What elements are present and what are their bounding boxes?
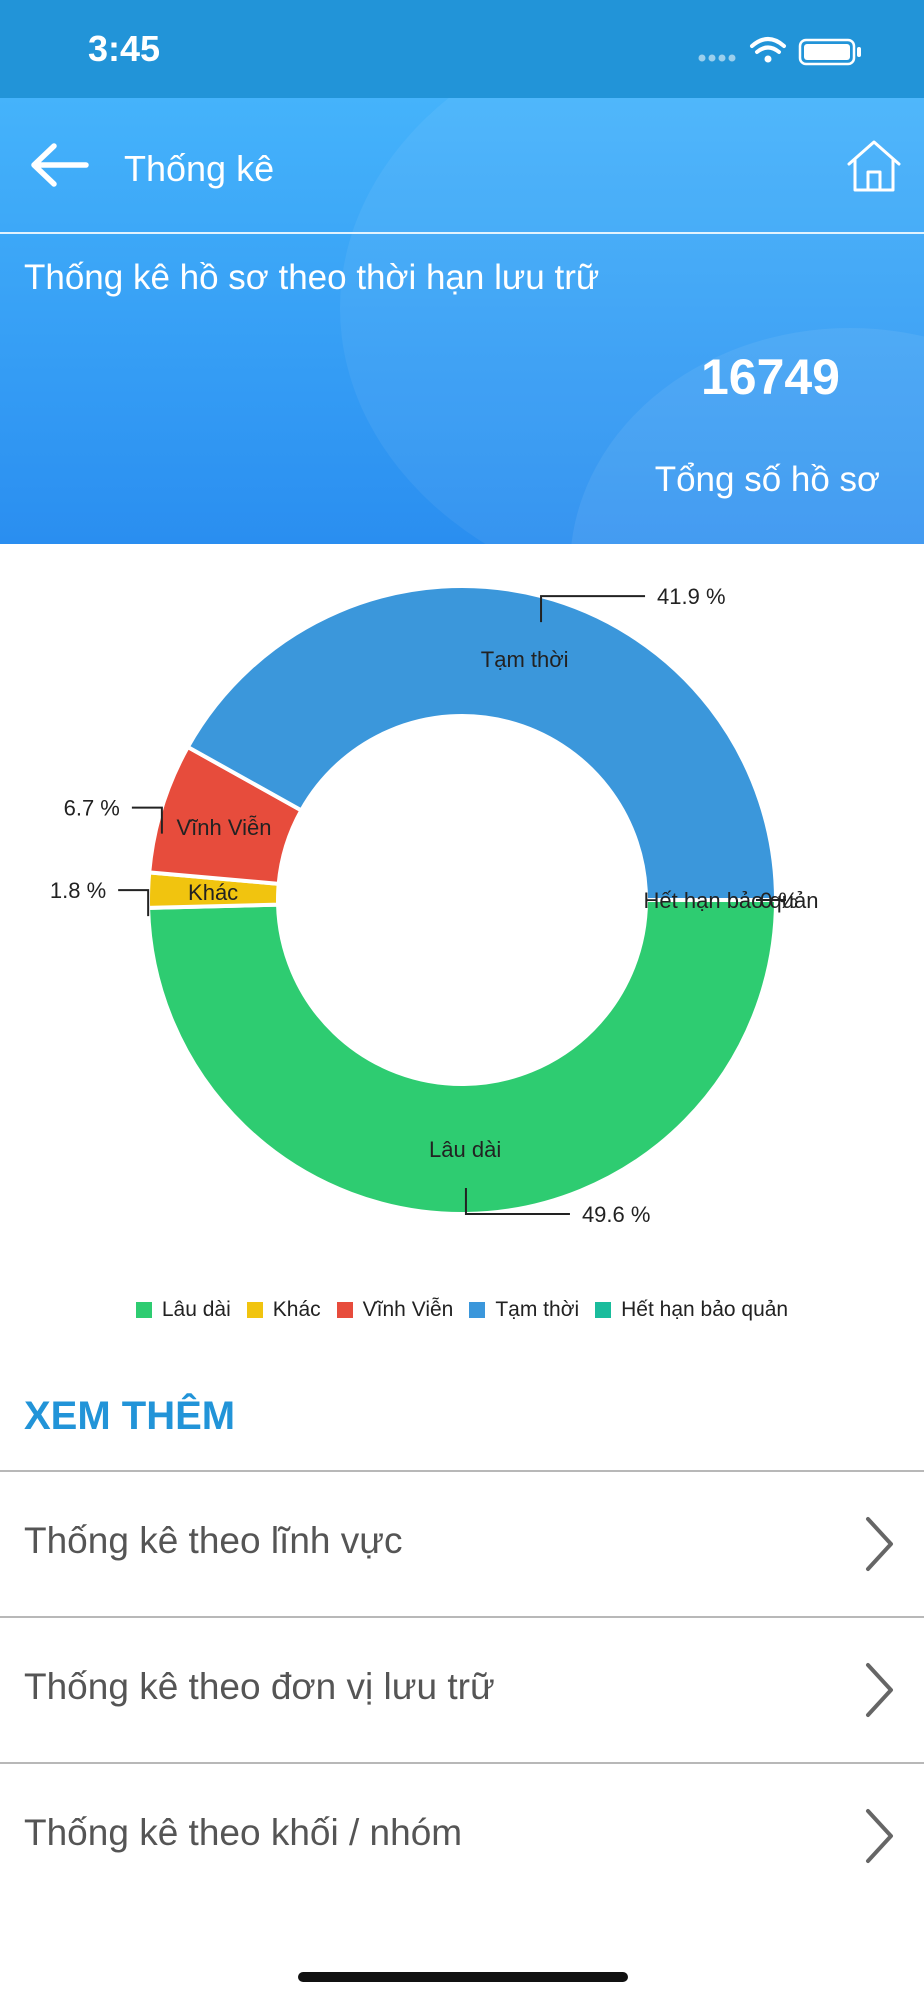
chevron-right-icon	[866, 1663, 893, 1717]
chart-value-label: 0 %	[760, 888, 798, 913]
chevron-right-icon	[866, 1517, 893, 1571]
chart-value-label: 41.9 %	[657, 584, 726, 609]
see-more-list: Thống kê theo lĩnh vực Thống kê theo đơn…	[0, 1470, 924, 1908]
chart-value-label: 6.7 %	[64, 796, 120, 821]
chart-leader-line	[118, 889, 150, 917]
total-records-label: Tổng số hồ sơ	[654, 460, 880, 499]
legend-label: Hết hạn bảo quản	[621, 1298, 789, 1321]
home-indicator	[298, 1972, 628, 1982]
header: Thống kê Thống kê hồ sơ theo thời hạn lư…	[0, 98, 924, 544]
chart-category-label: Khác	[188, 880, 238, 905]
chart-category-label: Tạm thời	[481, 647, 569, 672]
see-more-title: XEM THÊM	[24, 1394, 236, 1438]
legend-item: Vĩnh Viễn	[336, 1298, 454, 1322]
chart-leader-line	[464, 1187, 570, 1215]
legend-swatch	[135, 1302, 152, 1318]
back-arrow-icon[interactable]	[28, 140, 92, 190]
legend-item: Lâu dài	[135, 1298, 231, 1322]
home-icon[interactable]	[846, 138, 902, 194]
legend-label: Khác	[272, 1298, 321, 1321]
signal-icon	[698, 54, 736, 62]
legend-item: Tạm thời	[469, 1298, 579, 1322]
chart-category-label: Hết hạn bảo quản	[644, 888, 819, 913]
menu-item-label: Thống kê theo khối / nhóm	[24, 1812, 463, 1853]
menu-item-label: Thống kê theo đơn vị lưu trữ	[24, 1666, 495, 1707]
chart-value-label: 1.8 %	[50, 878, 106, 903]
battery-icon	[798, 38, 861, 66]
chart-slice-tam-thoi	[185, 584, 779, 902]
header-decoration	[340, 98, 924, 544]
chart-leader-line	[540, 595, 646, 623]
legend-swatch	[469, 1302, 486, 1318]
chart-category-label: Vĩnh Viễn	[176, 815, 271, 840]
menu-item-by-field[interactable]: Thống kê theo lĩnh vực	[0, 1470, 924, 1616]
chevron-right-icon	[866, 1809, 893, 1863]
legend-swatch	[336, 1302, 353, 1318]
chart-inner-ring	[278, 716, 646, 1084]
legend-label: Vĩnh Viễn	[362, 1298, 454, 1321]
legend-label: Tạm thời	[495, 1298, 580, 1321]
chart-leader-line	[131, 806, 163, 834]
chart-value-label: 49.6 %	[582, 1202, 651, 1227]
wifi-icon	[750, 37, 786, 63]
legend-label: Lâu dài	[161, 1298, 231, 1321]
total-records-value: 16749	[700, 349, 840, 405]
legend-swatch	[595, 1302, 612, 1318]
donut-chart: Lâu dài 49.6 % Khác 1.8 % Vĩnh Viễn 6.7 % Tạm …	[0, 544, 924, 1344]
menu-item-by-group[interactable]: Thống kê theo khối / nhóm	[0, 1762, 924, 1908]
legend-swatch	[246, 1302, 263, 1318]
nav-bar: Thống kê	[0, 98, 924, 234]
chart-slice-lau-dai	[146, 898, 779, 1216]
legend-item: Hết hạn bảo quản	[595, 1298, 788, 1322]
chart-category-label: Lâu dài	[429, 1137, 501, 1162]
menu-item-label: Thống kê theo lĩnh vực	[24, 1520, 403, 1561]
status-bar: 3:45	[0, 0, 924, 98]
donut-chart-svg: Lâu dài 49.6 % Khác 1.8 % Vĩnh Viễn 6.7 % Tạm …	[50, 584, 819, 1227]
legend-item: Khác	[246, 1298, 321, 1322]
page-title: Thống kê	[124, 148, 275, 189]
statistics-heading: Thống kê hồ sơ theo thời hạn lưu trữ	[24, 258, 600, 297]
status-time: 3:45	[88, 28, 161, 69]
chart-legend: Lâu dài Khác Vĩnh Viễn Tạm thời Hết hạn bảo …	[0, 1298, 924, 1322]
status-icons	[698, 37, 861, 66]
menu-item-by-archive-unit[interactable]: Thống kê theo đơn vị lưu trữ	[0, 1616, 924, 1762]
